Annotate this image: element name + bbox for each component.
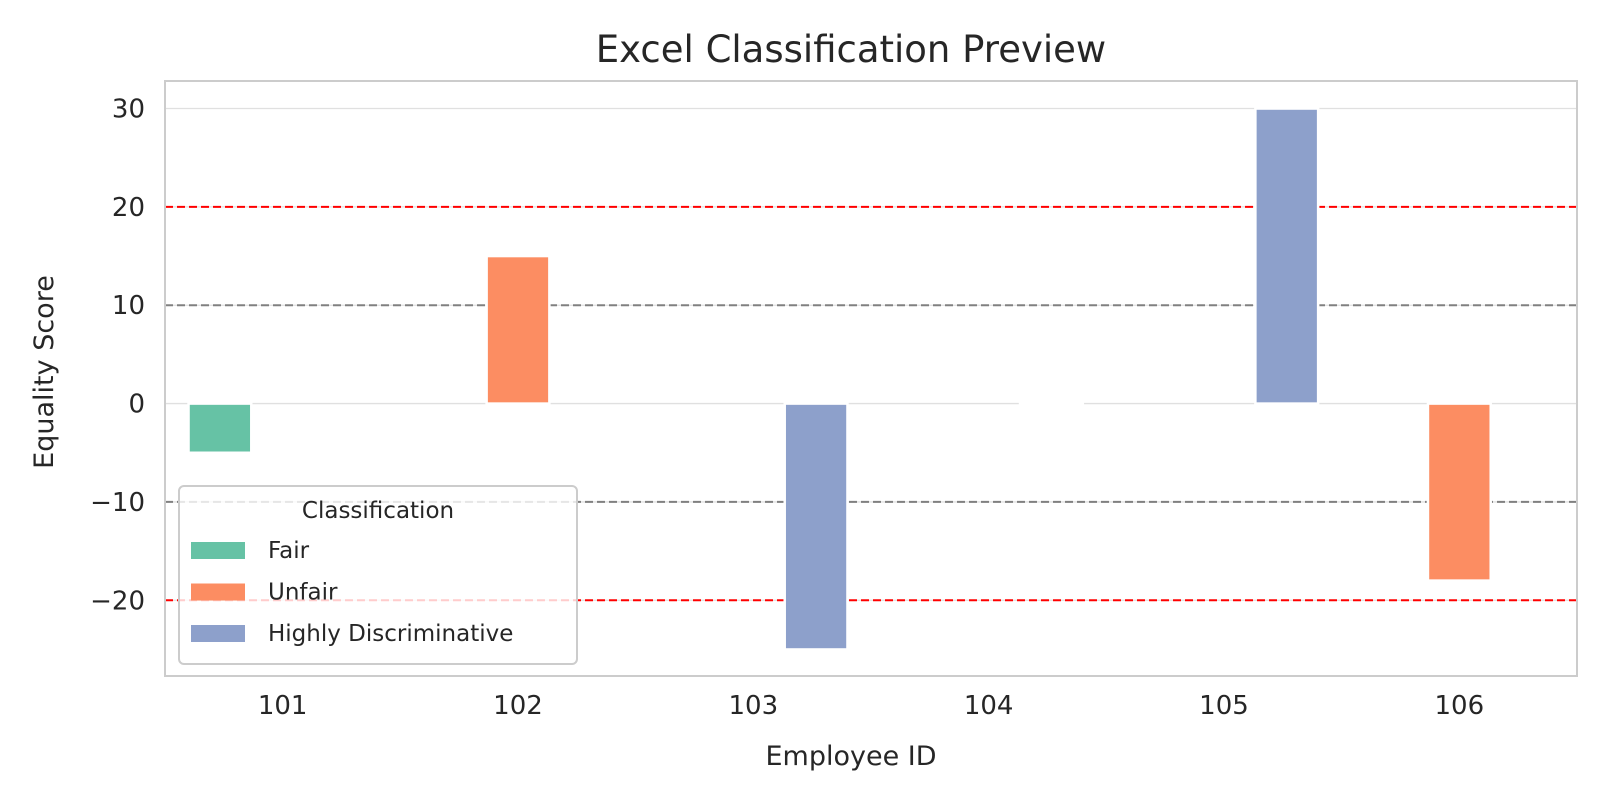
bar-102 (485, 254, 551, 405)
bar-101 (187, 402, 253, 455)
plot-frame (164, 80, 1578, 677)
bar-103 (783, 402, 849, 651)
legend-swatch (191, 625, 245, 642)
y-tick-label: 20 (112, 193, 145, 223)
legend-label: Highly Discriminative (268, 621, 513, 647)
y-tick-label: 0 (128, 390, 145, 420)
chart-title: Excel Classification Preview (596, 28, 1106, 71)
x-tick-label: 101 (258, 691, 308, 721)
legend-box (178, 485, 578, 665)
y-axis-label: Equality Score (29, 275, 60, 469)
legend-swatch (191, 583, 245, 601)
legend-label: Unfair (268, 580, 338, 606)
x-tick-labels: 101 102 103 104 105 106 (258, 691, 1484, 721)
bar-105 (1254, 107, 1320, 405)
y-tick-label: −20 (90, 586, 145, 616)
bar-106 (1426, 402, 1492, 582)
x-axis-label: Employee ID (765, 741, 936, 772)
bars (187, 107, 1492, 651)
legend-label: Fair (268, 538, 310, 564)
x-tick-label: 104 (964, 691, 1014, 721)
y-tick-labels: −20 −10 0 10 20 30 (90, 95, 145, 617)
legend: Classification Fair Unfair Highly Discrimi… (178, 485, 578, 665)
legend-title: Classification (302, 498, 454, 524)
y-tick-label: −10 (90, 488, 145, 518)
y-tick-label: 10 (112, 291, 145, 321)
legend-swatch (191, 542, 245, 559)
x-tick-label: 103 (729, 691, 779, 721)
x-tick-label: 105 (1199, 691, 1249, 721)
x-tick-label: 102 (493, 691, 543, 721)
y-tick-label: 30 (112, 95, 145, 125)
x-tick-label: 106 (1435, 691, 1485, 721)
